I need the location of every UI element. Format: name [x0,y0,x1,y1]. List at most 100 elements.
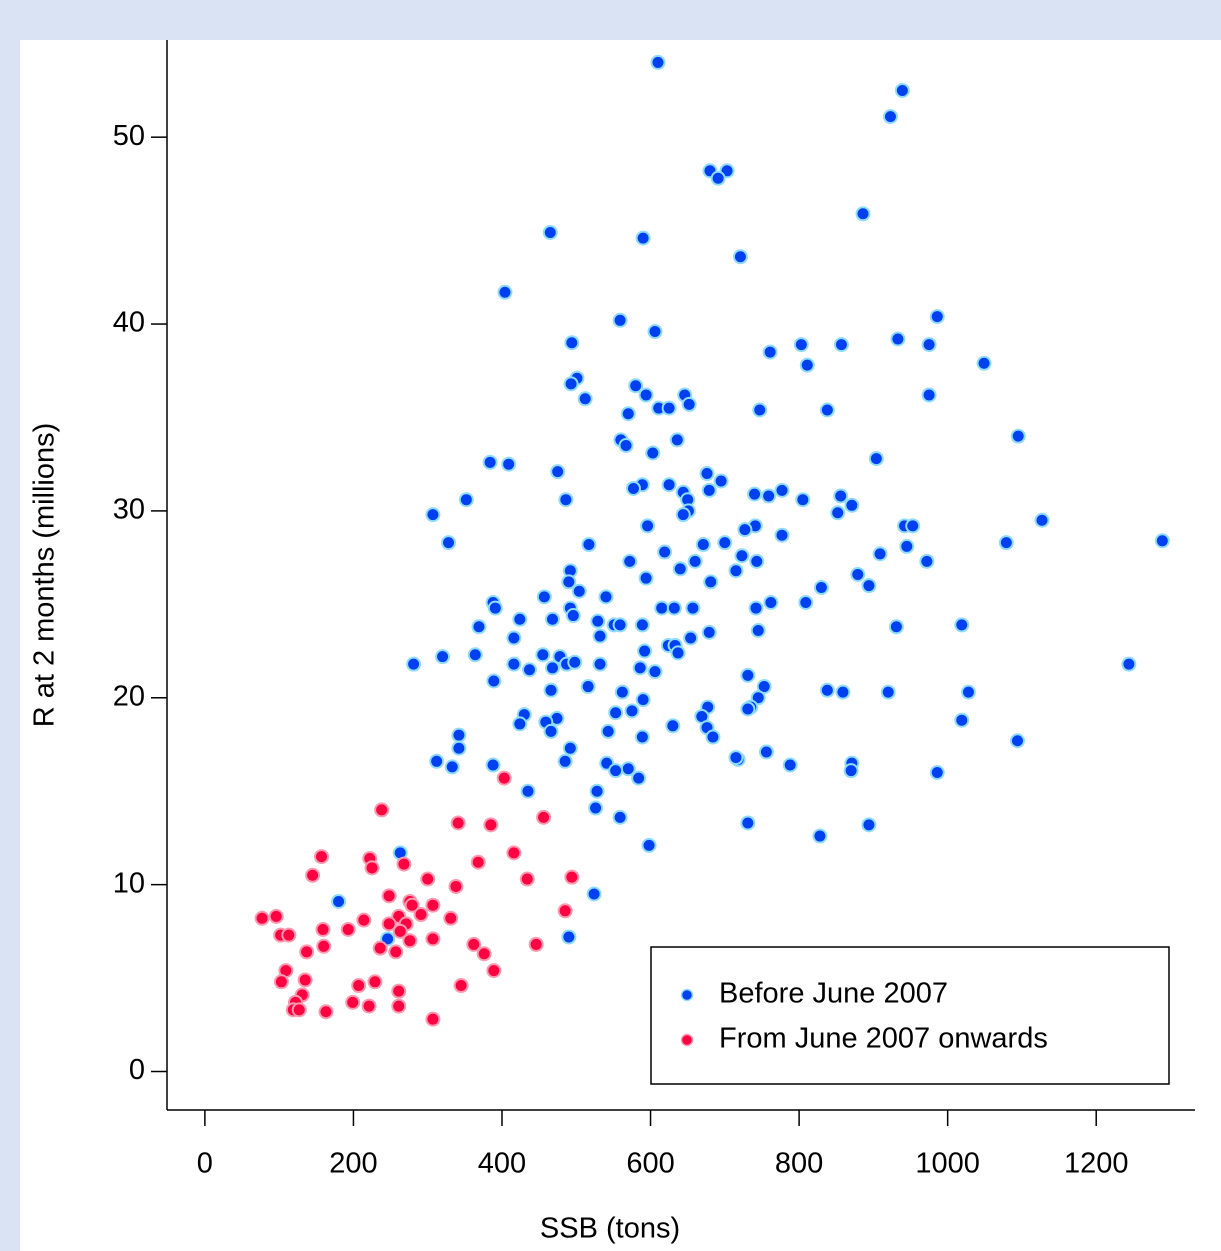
point [632,660,648,676]
point [550,464,566,480]
point [425,507,441,523]
point [624,703,640,719]
y-tick-label: 40 [113,307,145,339]
x-axis-label: SSB (tons) [540,1213,680,1245]
point [844,497,860,513]
point [670,645,686,661]
point [506,845,522,861]
point [631,770,647,786]
point [563,376,579,392]
point [451,727,467,743]
point [331,893,347,909]
point [297,972,313,988]
point [536,589,552,605]
point [835,684,851,700]
point [645,445,661,461]
point [647,324,663,340]
point [486,673,502,689]
point [561,574,577,590]
point [564,869,580,885]
point [535,647,551,663]
point [685,600,701,616]
point [612,617,628,633]
point [905,518,921,534]
point [425,897,441,913]
point [388,944,404,960]
point [699,466,715,482]
point [521,662,537,678]
point [640,518,656,534]
point [316,938,332,954]
point [340,921,356,937]
point [444,759,460,775]
point [318,1004,334,1020]
point [669,432,685,448]
point [581,537,597,553]
point [774,527,790,543]
point [391,998,407,1014]
point [761,488,777,504]
point [565,608,581,624]
point [752,402,768,418]
point [402,933,418,949]
point [598,589,614,605]
point [482,454,498,470]
point [561,929,577,945]
point [654,600,670,616]
point [634,729,650,745]
point [512,611,528,627]
point [381,888,397,904]
x-tick-label: 1200 [1064,1148,1129,1180]
point [850,566,866,582]
point [470,854,486,870]
point [675,507,691,523]
point [635,692,651,708]
point [299,944,315,960]
point [666,600,682,616]
point [268,908,284,924]
point [890,331,906,347]
point [361,998,377,1014]
point [589,783,605,799]
point [281,927,297,943]
point [635,230,651,246]
point [254,910,270,926]
point [756,679,772,695]
point [921,387,937,403]
y-tick-label: 30 [113,494,145,526]
point [774,482,790,498]
point [443,910,459,926]
point [528,936,544,952]
point [830,505,846,521]
point [681,396,697,412]
point [543,682,559,698]
point [749,553,765,569]
point [562,740,578,756]
point [313,849,329,865]
point [919,553,935,569]
y-tick-label: 10 [113,867,145,899]
point [451,740,467,756]
legend-box [650,946,1170,1085]
point [954,617,970,633]
point [374,802,390,818]
point [450,815,466,831]
point [476,946,492,962]
point [929,765,945,781]
x-tick-label: 800 [775,1148,823,1180]
point [657,544,673,560]
point [795,492,811,508]
point [812,828,828,844]
point [448,879,464,895]
point [833,337,849,353]
point [486,963,502,979]
point [1154,533,1170,549]
point [855,206,871,222]
y-tick-label: 50 [113,120,145,152]
point [740,667,756,683]
point [661,400,677,416]
legend-marker [680,988,694,1002]
point [435,649,451,665]
point [406,656,422,672]
point [496,770,512,786]
